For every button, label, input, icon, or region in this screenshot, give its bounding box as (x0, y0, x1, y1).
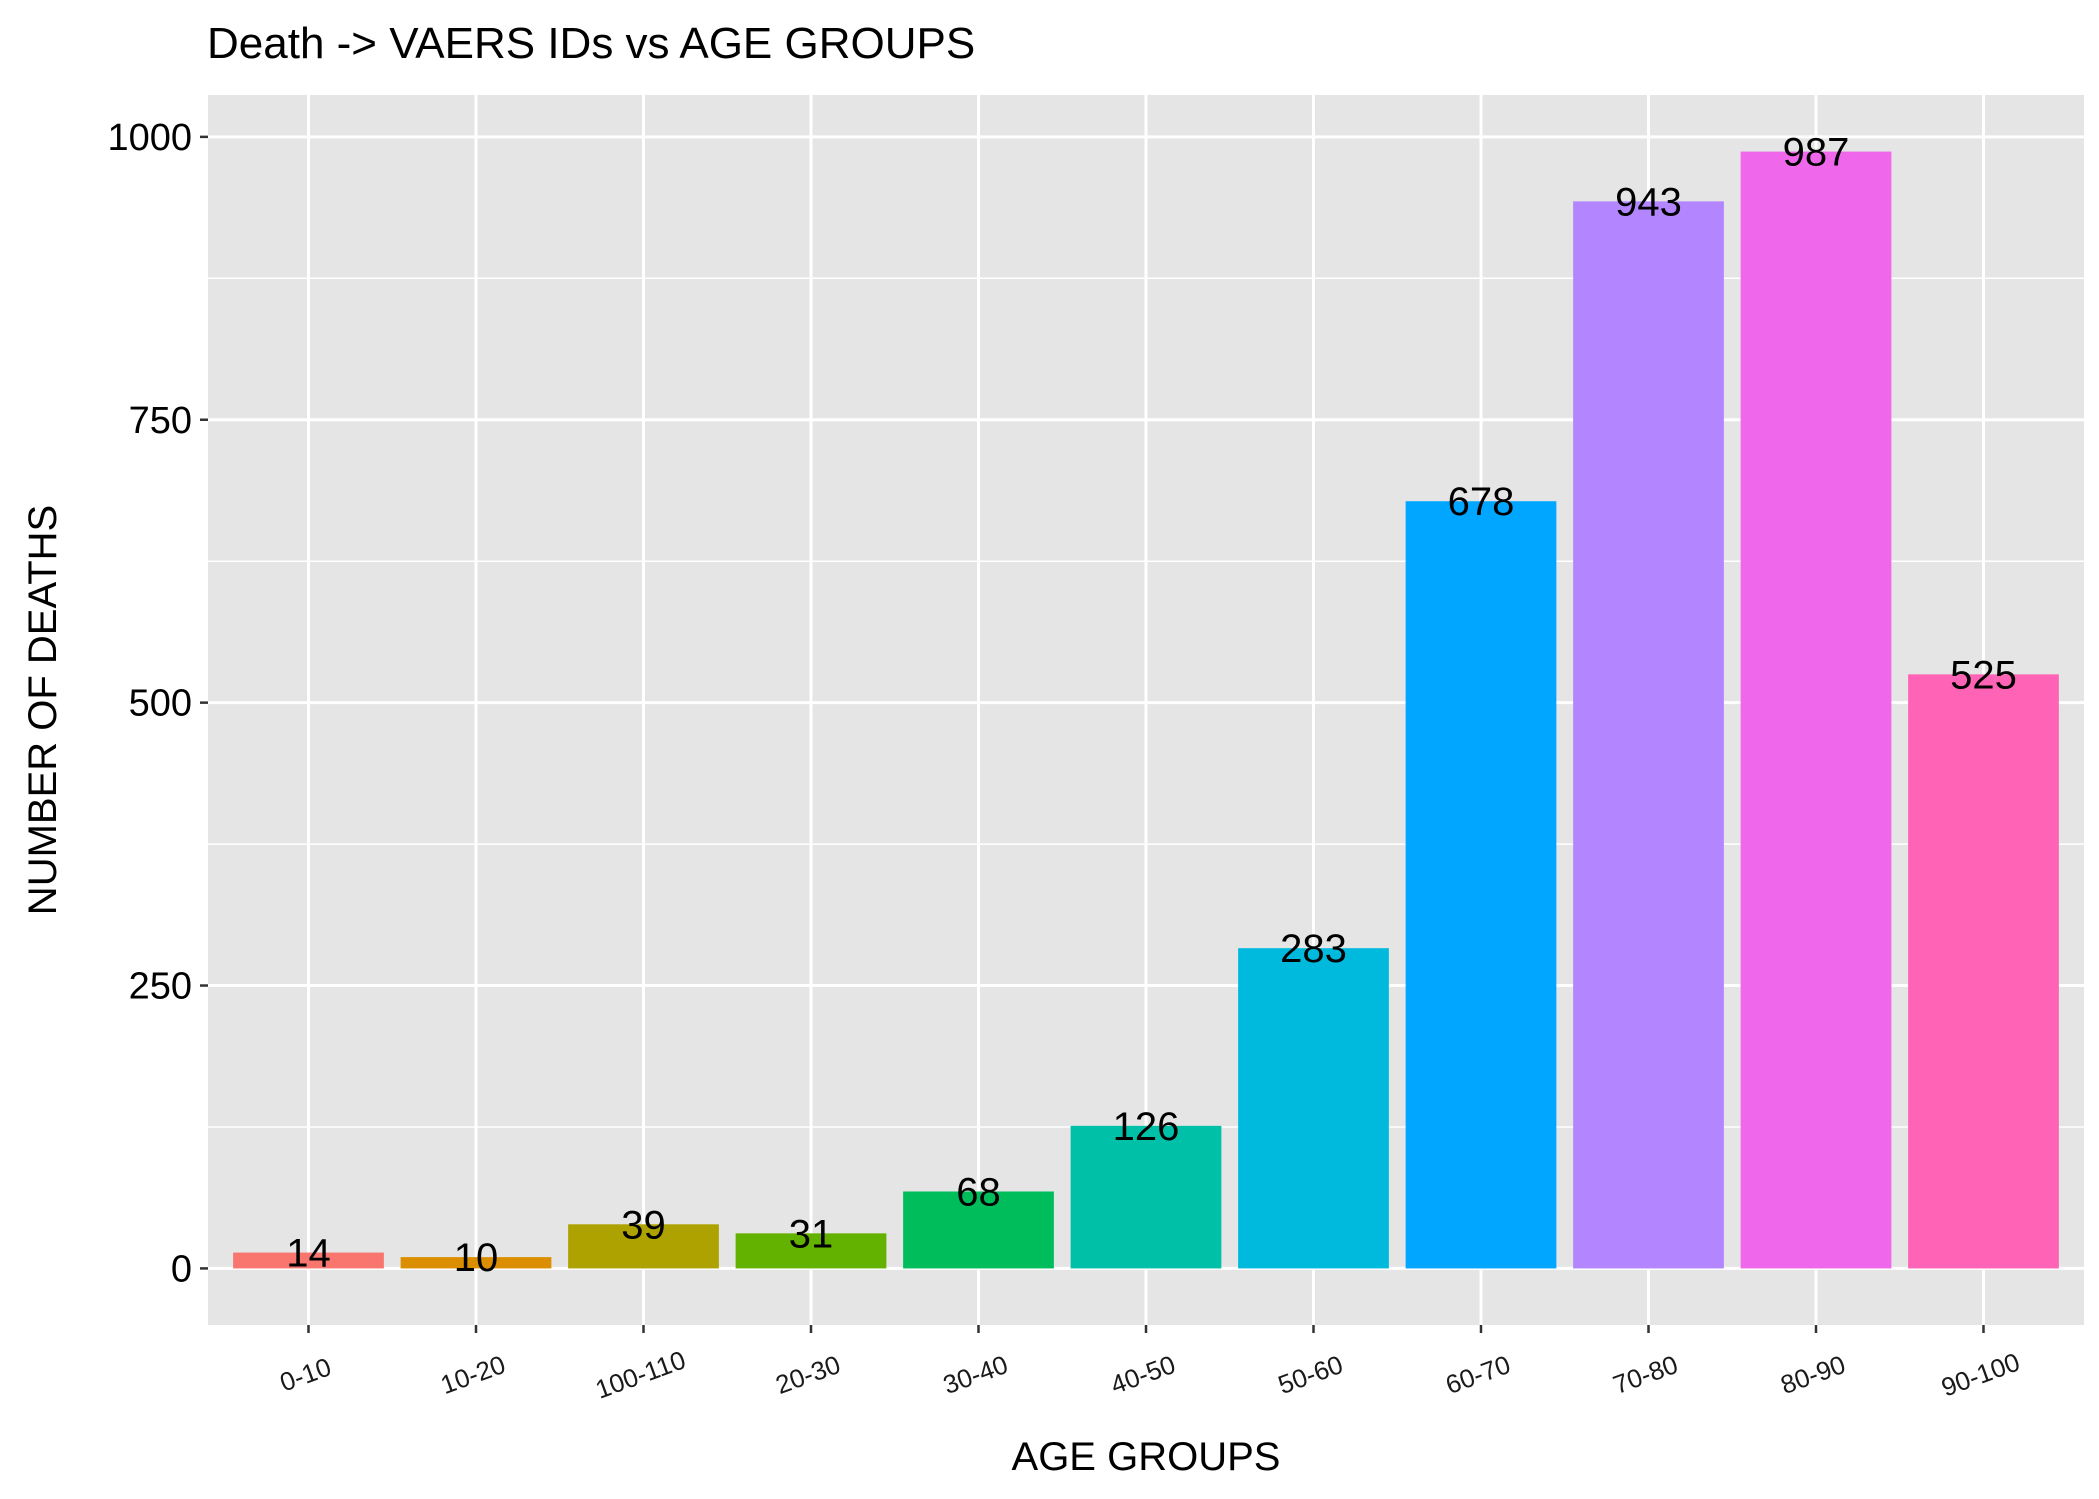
x-tick-label: 0-10 (276, 1352, 335, 1398)
x-tick-label: 60-70 (1442, 1349, 1515, 1400)
bar-30-40 (903, 1191, 1054, 1269)
bar-50-60 (1238, 948, 1389, 1269)
x-tick-label: 80-90 (1777, 1349, 1850, 1400)
y-tick-label: 1000 (107, 117, 192, 159)
value-label-20-30: 31 (789, 1212, 834, 1256)
y-axis: 0 250 500 750 1000 (107, 117, 208, 1290)
x-tick-label: 40-50 (1107, 1349, 1180, 1400)
chart-title: Death -> VAERS IDs vs AGE GROUPS (207, 19, 975, 68)
x-tick-label: 10-20 (437, 1349, 510, 1400)
x-tick-label: 50-60 (1274, 1349, 1347, 1400)
bar-40-50 (1070, 1125, 1222, 1269)
bar-80-90 (1740, 151, 1892, 1269)
x-axis: 0-10 10-20 100-110 20-30 30-40 40-50 50-60 60-7… (276, 1325, 2024, 1405)
bars (233, 151, 2059, 1269)
bar-90-100 (1908, 674, 2059, 1269)
bar-10-20 (400, 1257, 552, 1269)
value-label-50-60: 283 (1280, 927, 1347, 971)
x-tick-label: 70-80 (1609, 1349, 1682, 1400)
value-labels: 14 10 39 31 68 126 283 678 943 987 525 (286, 131, 2017, 1281)
x-tick-label: 20-30 (772, 1349, 845, 1400)
value-label-100-110: 39 (621, 1203, 666, 1247)
value-label-30-40: 68 (956, 1170, 1001, 1214)
value-label-10-20: 10 (454, 1236, 499, 1280)
x-axis-title: AGE GROUPS (1012, 1435, 1281, 1479)
value-label-90-100: 525 (1950, 653, 2017, 697)
bar-70-80 (1573, 201, 1724, 1269)
bar-60-70 (1405, 501, 1557, 1269)
y-axis-title: NUMBER OF DEATHS (21, 505, 65, 915)
value-label-70-80: 943 (1615, 180, 1682, 224)
y-tick-label: 750 (129, 400, 192, 442)
value-label-40-50: 126 (1113, 1105, 1180, 1149)
x-tick-label: 90-100 (1937, 1347, 2023, 1403)
bar-0-10 (233, 1252, 384, 1269)
bar-20-30 (735, 1233, 887, 1269)
value-label-60-70: 678 (1448, 480, 1515, 524)
x-tick-label: 30-40 (939, 1349, 1012, 1400)
value-label-80-90: 987 (1783, 131, 1850, 175)
bar-100-110 (568, 1224, 719, 1269)
y-tick-label: 250 (129, 966, 192, 1008)
value-label-0-10: 14 (286, 1232, 331, 1276)
y-tick-label: 0 (171, 1248, 192, 1290)
x-tick-label: 100-110 (591, 1344, 689, 1404)
y-tick-label: 500 (129, 683, 192, 725)
